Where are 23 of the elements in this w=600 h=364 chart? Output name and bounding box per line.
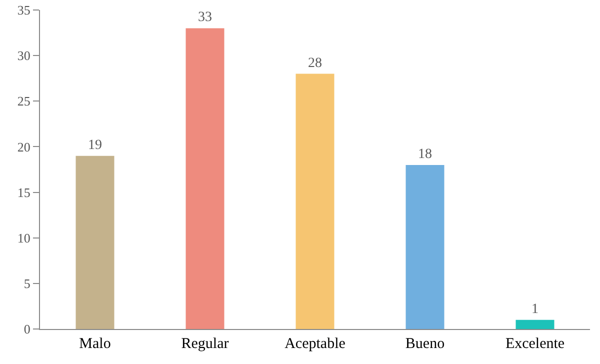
x-tick-label: Bueno — [405, 336, 445, 352]
y-tick-label: 15 — [17, 184, 30, 200]
bar — [406, 164, 444, 329]
data-label: 33 — [198, 10, 212, 26]
x-tick-label: Excelente — [505, 336, 565, 352]
y-tick-label: 0 — [24, 322, 30, 337]
data-label: 18 — [418, 146, 432, 162]
data-label: 28 — [308, 56, 322, 71]
x-tick-label: Regular — [181, 336, 229, 352]
y-tick-label: 25 — [17, 94, 30, 109]
x-tick-label: Aceptable — [284, 336, 346, 352]
data-label: 19 — [88, 138, 102, 153]
bar — [296, 74, 334, 329]
x-tick-label: Malo — [79, 336, 111, 352]
y-tick-label: 30 — [17, 48, 30, 64]
bar — [186, 28, 224, 329]
y-tick-label: 5 — [24, 276, 30, 291]
y-tick-label: 10 — [17, 230, 30, 246]
data-label: 1 — [532, 302, 538, 317]
bar — [516, 320, 554, 329]
bar — [76, 156, 114, 329]
y-tick-label: 35 — [17, 2, 30, 18]
y-tick-label: 20 — [17, 139, 30, 154]
